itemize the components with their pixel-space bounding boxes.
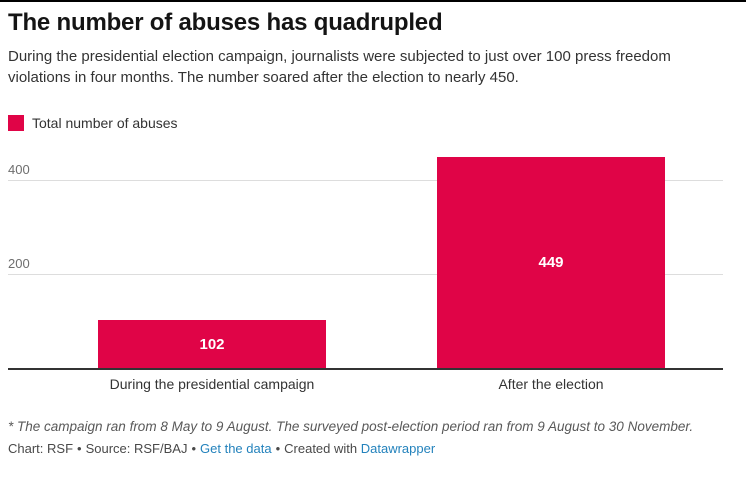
footer-separator: • <box>191 441 197 457</box>
chart-credit: Chart: RSF <box>8 441 74 457</box>
x-axis-baseline <box>8 367 723 370</box>
gridline-200 <box>8 274 723 276</box>
bar-during-campaign[interactable]: 102 <box>98 320 326 369</box>
chart-description: During the presidential election campaig… <box>8 48 671 87</box>
x-axis-category-label: During the presidential campaign <box>109 375 315 392</box>
x-axis-category-label: After the election <box>498 375 604 392</box>
bar-value-label: 449 <box>538 254 564 272</box>
footer-separator: • <box>77 441 82 457</box>
legend-swatch-icon <box>8 115 24 132</box>
datawrapper-link[interactable]: Datawrapper <box>360 441 436 457</box>
created-with-label: Created with <box>284 441 358 457</box>
chart-footnote: * The campaign ran from 8 May to 9 Augus… <box>8 418 694 434</box>
source-credit: Source: RSF/BAJ <box>85 441 188 457</box>
bar-value-label: 102 <box>199 336 225 353</box>
top-border-bar <box>0 0 746 2</box>
legend-label: Total number of abuses <box>32 115 178 132</box>
y-axis-tick-400: 400 <box>8 161 30 177</box>
chart-footer: Chart: RSF • Source: RSF/BAJ • Get the data •… <box>8 441 738 458</box>
y-axis-tick-200: 200 <box>8 256 30 272</box>
chart-title: The number of abuses has quadrupled <box>8 9 443 36</box>
legend: Total number of abuses <box>8 115 738 132</box>
bar-after-election[interactable]: 449 <box>437 156 665 369</box>
gridline-400 <box>8 179 723 181</box>
get-the-data-link[interactable]: Get the data <box>200 441 272 457</box>
footer-separator: • <box>275 441 281 457</box>
chart-container: The number of abuses has quadrupled Duri… <box>0 2 746 458</box>
bar-chart: 200 400 102 During the presidential campaig… <box>8 148 738 398</box>
